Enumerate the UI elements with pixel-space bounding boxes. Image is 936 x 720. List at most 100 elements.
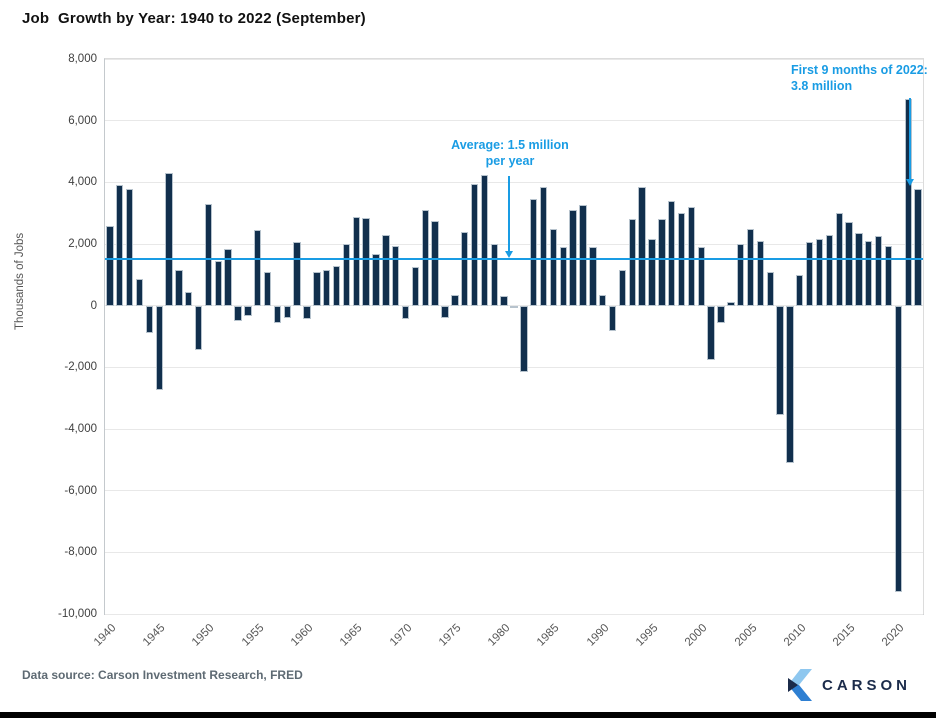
bar-1980 [500, 296, 508, 306]
bar-2022 [914, 188, 922, 306]
bar-1956 [263, 271, 272, 306]
carson-logo: CARSON [786, 666, 936, 704]
bar-1965 [352, 216, 360, 306]
bar-1970 [401, 305, 410, 319]
x-tick-label-1940: 1940 [91, 622, 119, 649]
bar-1958 [283, 305, 292, 318]
bar-1940 [106, 225, 114, 306]
data-source-text: Data source: Carson Investment Research,… [22, 668, 303, 682]
bar-1996 [658, 219, 666, 306]
bar-2010 [796, 274, 804, 306]
bar-1973 [431, 220, 439, 306]
y-tick-label-6000: 6,000 [68, 114, 97, 127]
bar-1952 [224, 248, 232, 306]
bar-1949 [194, 305, 203, 351]
bar-2011 [805, 242, 814, 306]
bar-1948 [185, 291, 193, 306]
average-annotation-line1: Average: 1.5 million [451, 138, 569, 152]
bar-1987 [569, 210, 577, 306]
bar-1981 [510, 305, 518, 309]
bar-2001 [707, 305, 715, 360]
x-tick-label-1945: 1945 [141, 622, 168, 649]
bar-2003 [727, 301, 735, 306]
chart-title: Job Growth by Year: 1940 to 2022 (Septem… [22, 10, 366, 27]
x-tick-label-2000: 2000 [683, 622, 710, 649]
x-tick-label-1980: 1980 [486, 622, 513, 649]
x-tick-label-1970: 1970 [387, 622, 415, 649]
bar-1999 [687, 207, 696, 306]
average-line [105, 258, 923, 261]
bar-1962 [323, 270, 331, 306]
bar-2021 [904, 99, 912, 306]
first9-annotation: First 9 months of 2022: 3.8 million [791, 62, 936, 94]
x-tick-label-2005: 2005 [732, 622, 760, 649]
bar-1974 [441, 305, 449, 318]
x-tick-label-1985: 1985 [535, 622, 562, 649]
bar-2020 [894, 305, 903, 593]
bar-2005 [746, 228, 755, 306]
x-tick-label-1960: 1960 [288, 622, 316, 649]
gridline-4000 [105, 181, 923, 183]
bar-1983 [530, 199, 538, 306]
bar-2009 [786, 305, 794, 463]
bar-1994 [638, 186, 646, 306]
bar-1982 [520, 305, 528, 372]
bar-1954 [244, 305, 252, 317]
gridline--4000 [105, 428, 923, 430]
bar-1971 [411, 266, 420, 306]
y-tick-label--4000: -4,000 [64, 423, 97, 435]
x-tick-label-1995: 1995 [633, 622, 661, 649]
bar-1988 [579, 205, 587, 306]
bar-1966 [362, 218, 370, 306]
bar-1989 [589, 247, 597, 306]
bar-1960 [303, 305, 311, 319]
x-tick-label-1975: 1975 [436, 622, 464, 649]
bar-2013 [825, 234, 834, 306]
gridline--6000 [105, 490, 923, 492]
x-tick-label-1950: 1950 [190, 622, 217, 649]
bar-1986 [559, 247, 567, 306]
bar-1941 [116, 185, 124, 306]
bar-1946 [165, 173, 173, 306]
first9-arrow-head [906, 179, 914, 186]
y-tick-label--10000: -10,000 [57, 608, 97, 620]
bar-1968 [382, 235, 390, 306]
bar-1957 [273, 305, 282, 323]
gridline--10000 [105, 613, 923, 615]
bar-2008 [776, 305, 784, 416]
bar-1995 [648, 239, 656, 306]
first9-annotation-line1: First 9 months of 2022: [791, 63, 928, 77]
bar-1953 [234, 305, 242, 322]
bar-1945 [155, 305, 163, 391]
gridline-6000 [105, 120, 923, 122]
bar-1979 [490, 244, 498, 306]
bar-1969 [392, 245, 400, 306]
bar-1963 [332, 265, 341, 306]
x-tick-label-2015: 2015 [830, 622, 858, 649]
y-tick-label-0: 0 [90, 299, 97, 312]
average-arrow-line [508, 176, 510, 252]
bar-1943 [135, 279, 144, 306]
bar-1944 [145, 305, 154, 334]
bar-1951 [214, 260, 223, 306]
carson-chevron-icon [788, 669, 812, 701]
logo-triangle-navy [788, 677, 799, 693]
bar-1964 [342, 244, 351, 306]
y-tick-label--6000: -6,000 [64, 484, 97, 497]
bar-2000 [697, 247, 705, 306]
first9-annotation-line2: 3.8 million [791, 79, 853, 93]
bar-1972 [421, 210, 429, 306]
bar-1950 [204, 203, 213, 306]
bar-1990 [598, 294, 607, 306]
bar-1967 [372, 253, 380, 306]
bar-2004 [736, 244, 745, 306]
y-tick-label-2000: 2,000 [68, 238, 97, 250]
bottom-black-bar [0, 712, 936, 718]
bar-2019 [884, 245, 893, 306]
y-tick-label-8000: 8,000 [68, 53, 97, 65]
bar-1991 [608, 305, 617, 332]
x-tick-label-1990: 1990 [584, 622, 612, 649]
average-annotation-line2: per year [485, 154, 535, 168]
y-tick-label--2000: -2,000 [64, 361, 97, 374]
